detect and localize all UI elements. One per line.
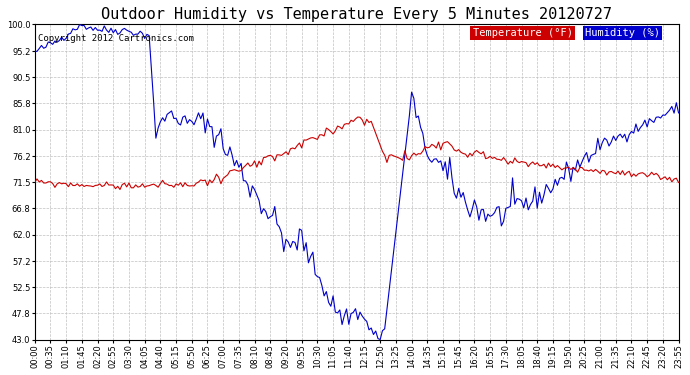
Text: Temperature (°F): Temperature (°F) — [473, 28, 573, 38]
Text: Copyright 2012 Cartronics.com: Copyright 2012 Cartronics.com — [38, 34, 194, 43]
Title: Outdoor Humidity vs Temperature Every 5 Minutes 20120727: Outdoor Humidity vs Temperature Every 5 … — [101, 7, 612, 22]
Text: Humidity (%): Humidity (%) — [585, 28, 660, 38]
